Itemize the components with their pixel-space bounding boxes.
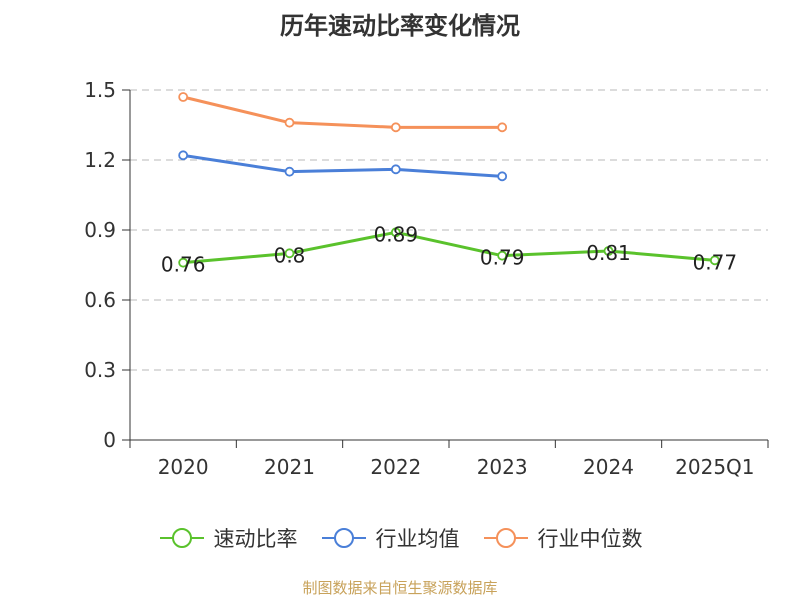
x-tick-label: 2022 <box>370 455 421 479</box>
data-point[interactable] <box>390 227 401 238</box>
x-tick-label: 2020 <box>158 455 209 479</box>
data-point[interactable] <box>178 150 189 161</box>
legend-label: 速动比率 <box>213 527 298 551</box>
data-point[interactable] <box>709 255 720 266</box>
legend-label: 行业中位数 <box>537 527 643 551</box>
legend-line-icon <box>483 528 528 548</box>
legend-item-speed-ratio[interactable]: 速动比率 <box>158 523 298 553</box>
data-point[interactable] <box>284 248 295 259</box>
y-tick-label: 1.2 <box>84 148 116 172</box>
y-tick-label: 1.5 <box>84 78 116 102</box>
legend-item-industry-mean[interactable]: 行业均值 <box>320 523 460 553</box>
chart-title: 历年速动比率变化情况 <box>280 12 520 40</box>
data-label: 0.81 <box>586 241 631 265</box>
data-label: 0.79 <box>480 246 525 270</box>
data-point[interactable] <box>178 92 189 102</box>
legend: 速动比率 行业均值 行业中位数 <box>0 520 800 556</box>
data-source-note: 制图数据来自恒生聚源数据库 <box>302 579 498 597</box>
series-line <box>182 95 503 129</box>
data-point[interactable] <box>178 257 189 268</box>
data-labels: 0.76 0.8 0.89 0.79 0.81 0.77 <box>161 222 737 276</box>
data-point[interactable] <box>284 117 295 128</box>
data-point[interactable] <box>284 166 295 177</box>
legend-line-icon <box>159 528 204 548</box>
x-tick-label: 2024 <box>583 455 634 479</box>
x-tick-label: 2025Q1 <box>675 455 754 479</box>
x-tick-label: 2021 <box>264 455 315 479</box>
series-line <box>183 230 715 265</box>
data-point[interactable] <box>390 122 401 133</box>
data-point[interactable] <box>390 164 401 175</box>
y-tick-label: 0 <box>103 428 116 452</box>
data-label: 0.77 <box>693 250 738 274</box>
data-label: 0.8 <box>274 243 306 267</box>
y-tick-label: 0.9 <box>84 218 116 242</box>
axes: 0 0.3 0.6 0.9 1.2 1.5 2020 2021 2022 2023 2024 2025… <box>84 78 769 479</box>
data-label: 0.76 <box>161 253 206 277</box>
y-tick-label: 0.3 <box>84 358 116 382</box>
legend-line-icon <box>321 528 366 548</box>
data-point[interactable] <box>603 246 614 256</box>
series-line <box>182 153 503 178</box>
data-point[interactable] <box>497 171 508 182</box>
series-lines <box>178 92 720 268</box>
x-tick-label: 2023 <box>477 455 528 479</box>
data-point[interactable] <box>497 122 508 133</box>
legend-label: 行业均值 <box>375 527 460 551</box>
legend-item-industry-median[interactable]: 行业中位数 <box>482 523 643 553</box>
grid-lines <box>130 89 768 371</box>
y-tick-label: 0.6 <box>84 288 116 312</box>
data-point[interactable] <box>497 250 508 261</box>
data-label: 0.89 <box>374 222 419 246</box>
